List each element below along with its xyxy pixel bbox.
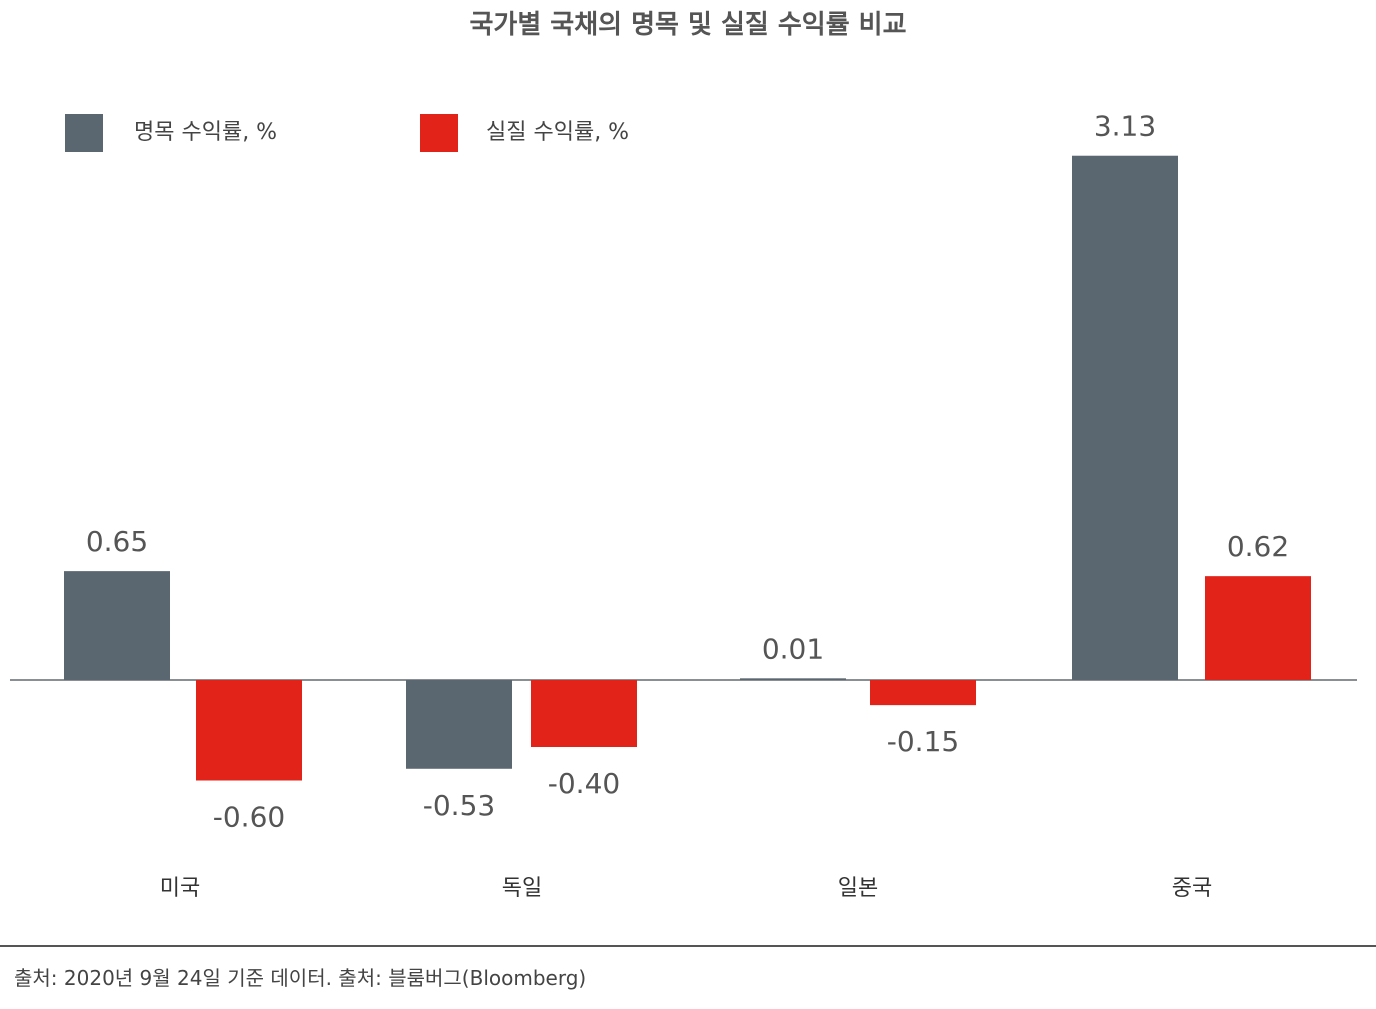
- chart-title: 국가별 국채의 명목 및 실질 수익률 비교: [469, 10, 907, 40]
- data-label-real-0: -0.60: [213, 801, 285, 834]
- bar-nominal-1: [406, 680, 512, 769]
- data-label-nominal-2: 0.01: [762, 632, 824, 665]
- bar-nominal-2: [740, 678, 846, 680]
- category-label-2: 일본: [838, 876, 878, 901]
- data-label-nominal-0: 0.65: [86, 525, 148, 558]
- data-label-nominal-1: -0.53: [423, 789, 495, 822]
- category-label-1: 독일: [502, 876, 542, 901]
- bar-real-1: [531, 680, 637, 747]
- data-label-real-2: -0.15: [887, 725, 959, 758]
- legend-swatch-real: [420, 114, 458, 152]
- category-label-3: 중국: [1172, 876, 1212, 901]
- bar-nominal-0: [64, 571, 170, 680]
- bar-real-0: [196, 680, 302, 781]
- bar-chart: 0.65 -0.60 미국 -0.53 -0.40 독일 0.01 -0.15 일본 3.13 0.…: [10, 110, 1357, 901]
- footer-divider: [0, 945, 1376, 947]
- category-label-0: 미국: [160, 876, 200, 901]
- data-label-real-3: 0.62: [1227, 530, 1289, 563]
- bar-real-2: [870, 680, 976, 706]
- source-note: 출처: 2020년 9월 24일 기준 데이터. 출처: 블룸버그(Bloomb…: [14, 966, 587, 990]
- bar-nominal-3: [1072, 155, 1178, 681]
- data-label-nominal-3: 3.13: [1094, 110, 1156, 143]
- bar-real-3: [1205, 576, 1311, 680]
- data-label-real-1: -0.40: [548, 767, 620, 800]
- legend-swatch-nominal: [65, 114, 103, 152]
- legend-label-nominal: 명목 수익률, %: [134, 120, 278, 145]
- legend-label-real: 실질 수익률, %: [486, 120, 630, 145]
